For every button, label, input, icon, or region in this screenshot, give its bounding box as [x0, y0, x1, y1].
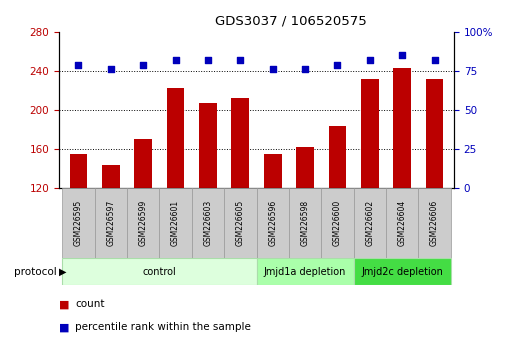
Text: GSM226595: GSM226595	[74, 200, 83, 246]
Bar	[167, 88, 185, 188]
Bar	[256, 258, 353, 285]
Text: GSM226605: GSM226605	[236, 200, 245, 246]
Point	[366, 57, 374, 63]
Bar	[393, 68, 411, 188]
Text: GSM226602: GSM226602	[365, 200, 374, 246]
Point	[398, 52, 406, 58]
Bar	[353, 258, 451, 285]
Point	[204, 57, 212, 63]
Text: GSM226598: GSM226598	[301, 200, 309, 246]
Point	[236, 57, 244, 63]
Bar	[231, 98, 249, 188]
Text: ▶: ▶	[59, 267, 67, 277]
Bar	[199, 103, 217, 188]
Text: GSM226600: GSM226600	[333, 200, 342, 246]
Point	[301, 67, 309, 72]
Text: Jmjd1a depletion: Jmjd1a depletion	[264, 267, 346, 277]
Text: percentile rank within the sample: percentile rank within the sample	[75, 322, 251, 332]
Bar	[328, 126, 346, 188]
Text: GSM226596: GSM226596	[268, 200, 277, 246]
Text: GSM226599: GSM226599	[139, 200, 148, 246]
Bar	[160, 188, 192, 258]
Text: GSM226604: GSM226604	[398, 200, 407, 246]
Point	[430, 57, 439, 63]
Bar	[102, 165, 120, 188]
Bar	[353, 188, 386, 258]
Text: ■: ■	[59, 322, 73, 332]
Bar	[419, 188, 451, 258]
Text: protocol: protocol	[14, 267, 56, 277]
Point	[333, 62, 342, 67]
Bar	[62, 258, 256, 285]
Bar	[426, 79, 443, 188]
Text: count: count	[75, 299, 105, 309]
Text: GSM226603: GSM226603	[204, 200, 212, 246]
Point	[269, 67, 277, 72]
Text: GSM226597: GSM226597	[106, 200, 115, 246]
Bar	[70, 154, 87, 188]
Bar	[134, 139, 152, 188]
Bar	[321, 188, 353, 258]
Point	[139, 62, 147, 67]
Point	[107, 67, 115, 72]
Bar	[361, 79, 379, 188]
Point	[74, 62, 83, 67]
Bar	[289, 188, 321, 258]
Text: Jmjd2c depletion: Jmjd2c depletion	[361, 267, 443, 277]
Bar	[192, 188, 224, 258]
Bar	[94, 188, 127, 258]
Bar	[127, 188, 160, 258]
Bar	[264, 154, 282, 188]
Bar	[386, 188, 419, 258]
Text: ■: ■	[59, 299, 73, 309]
Text: control: control	[143, 267, 176, 277]
Bar	[256, 188, 289, 258]
Point	[171, 57, 180, 63]
Bar	[224, 188, 256, 258]
Text: GSM226601: GSM226601	[171, 200, 180, 246]
Bar	[62, 188, 94, 258]
Bar	[296, 147, 314, 188]
Text: GSM226606: GSM226606	[430, 200, 439, 246]
Text: GDS3037 / 106520575: GDS3037 / 106520575	[215, 14, 367, 27]
